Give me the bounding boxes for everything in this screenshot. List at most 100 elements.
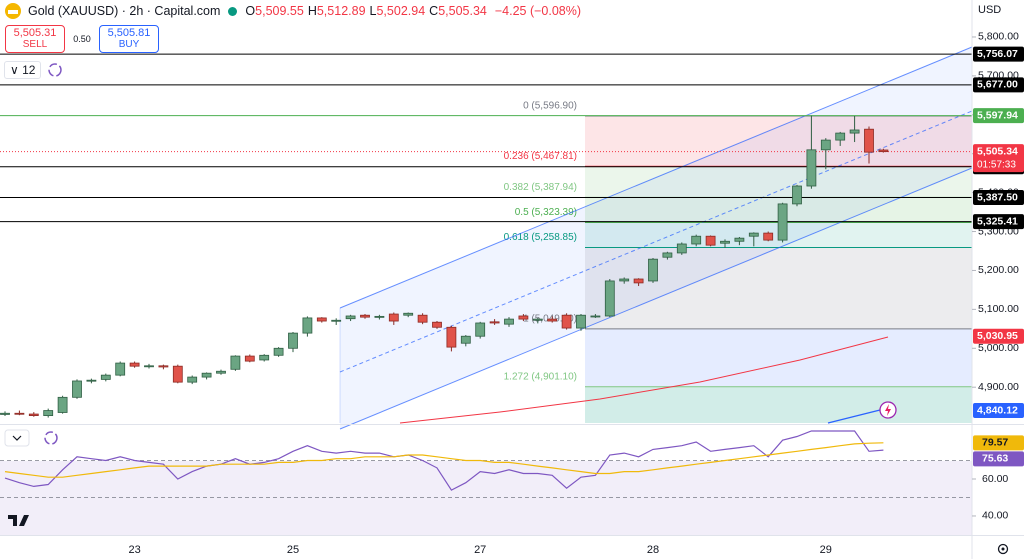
candle-body: [432, 321, 442, 328]
candle-body: [532, 318, 543, 321]
candle-body: [561, 314, 572, 329]
candle-body: [806, 149, 817, 187]
rsi-band: [0, 461, 972, 535]
fib-label: 1.272 (4,901.10): [504, 371, 577, 382]
x-tick-label: 23: [128, 544, 140, 556]
price-badge: [973, 328, 1024, 344]
fib-label: 0 (5,596.90): [523, 101, 577, 112]
candle-body: [72, 380, 82, 398]
x-tick-label: 29: [820, 544, 832, 556]
candle-body: [388, 313, 399, 322]
fib-label: 0.382 (5,387.94): [504, 182, 577, 193]
candle-body: [0, 412, 10, 415]
price-badge: [973, 403, 1024, 419]
candle-body: [345, 315, 356, 320]
price-badge-label: 5,597.94: [977, 109, 1018, 121]
candle-body: [158, 365, 169, 368]
candle-body: [14, 412, 25, 415]
price-badge-label: 5,387.50: [977, 191, 1018, 203]
rsi-collapse-chevron: [12, 435, 22, 441]
buy-price: 5,505.81: [107, 27, 151, 39]
candle-body: [878, 149, 889, 153]
candle-layer: [0, 115, 889, 418]
indicator-count: 12: [22, 63, 36, 77]
ohlc-key: C: [429, 4, 439, 18]
price-badge: [973, 144, 1024, 173]
channel-lower: [339, 167, 973, 430]
fib-label: 0.5 (5,323.39): [515, 207, 577, 218]
candle-body: [460, 335, 471, 344]
candle-body: [100, 374, 111, 380]
candle-body: [547, 318, 558, 322]
refresh-circle: [48, 63, 63, 77]
rsi-tick-label: 40.00: [982, 510, 1008, 522]
buy-button[interactable]: 5,505.81 BUY: [99, 25, 159, 53]
candle-body: [417, 314, 428, 323]
rsi-badge-label: 79.57: [982, 437, 1008, 449]
sell-label: SELL: [22, 39, 48, 50]
rsi-refresh-icon[interactable]: [44, 431, 58, 445]
candle-body: [446, 326, 457, 348]
candle-body: [633, 278, 644, 284]
candle-body: [504, 318, 514, 325]
candle-body: [777, 203, 788, 241]
candle-body: [820, 139, 831, 151]
price-badge-label: 5,030.95: [977, 330, 1018, 342]
candle-body: [662, 252, 673, 258]
candle-body: [763, 232, 774, 241]
logo: [8, 515, 29, 526]
candle-body: [475, 322, 486, 337]
candle-body: [57, 396, 68, 413]
fib-label: 0.618 (5,258.85): [504, 232, 577, 243]
candle-body: [144, 365, 154, 368]
channel-layer: [339, 46, 973, 430]
candle-body: [518, 315, 529, 320]
rsi-collapse-button[interactable]: [4, 429, 30, 447]
candle-body: [590, 315, 601, 318]
y-tick-label: 4,900.00: [978, 381, 1019, 393]
candle-body: [648, 258, 658, 282]
candle-body: [273, 347, 284, 356]
candle-body: [230, 355, 241, 370]
change: −4.25 (−0.08%): [494, 4, 582, 18]
currency[interactable]: USD: [978, 4, 1001, 16]
candle-body: [216, 370, 226, 374]
rsi-line: [4, 442, 884, 478]
candle-body: [489, 321, 500, 324]
fib-zone: [585, 166, 972, 198]
candle-body: [374, 315, 385, 318]
ohlc-value: 5,509.55: [255, 4, 304, 18]
candle-body: [619, 278, 630, 282]
candle-body: [403, 312, 414, 316]
fib-zone: [585, 247, 972, 329]
candle-body: [28, 413, 39, 417]
price-badge-label: 5,325.41: [977, 215, 1018, 227]
rsi-badge: [973, 451, 1024, 467]
x-tick-label: 27: [474, 544, 486, 556]
candle-body: [331, 319, 342, 322]
indicator-toggle[interactable]: ∨ 12: [4, 61, 42, 79]
candle-body: [576, 314, 586, 329]
candle-body: [43, 410, 54, 417]
y-tick-label: 5,100.00: [978, 303, 1019, 315]
ohlc-value: 5,505.34: [438, 4, 487, 18]
candle-body: [691, 235, 702, 245]
candle-body: [86, 379, 97, 382]
sell-button[interactable]: 5,505.31 SELL: [5, 25, 65, 53]
countdown: 01:57:33: [977, 159, 1016, 170]
fib-zone: [585, 386, 972, 423]
settings-icon[interactable]: [997, 543, 1009, 555]
price-badge: [973, 77, 1024, 93]
rsi-badge-label: 75.63: [982, 453, 1008, 465]
symbol-title[interactable]: Gold (XAUUSD) · 2h · Capital.com: [28, 4, 221, 18]
symbol-icon-bar: [8, 10, 18, 14]
sell-price: 5,505.31: [13, 27, 57, 39]
refresh-icon[interactable]: [47, 62, 63, 78]
candle-body: [835, 132, 846, 141]
rsi-layer: [0, 430, 972, 535]
rsi-badge: [973, 435, 1024, 451]
y-tick-label: 5,000.00: [978, 342, 1019, 354]
